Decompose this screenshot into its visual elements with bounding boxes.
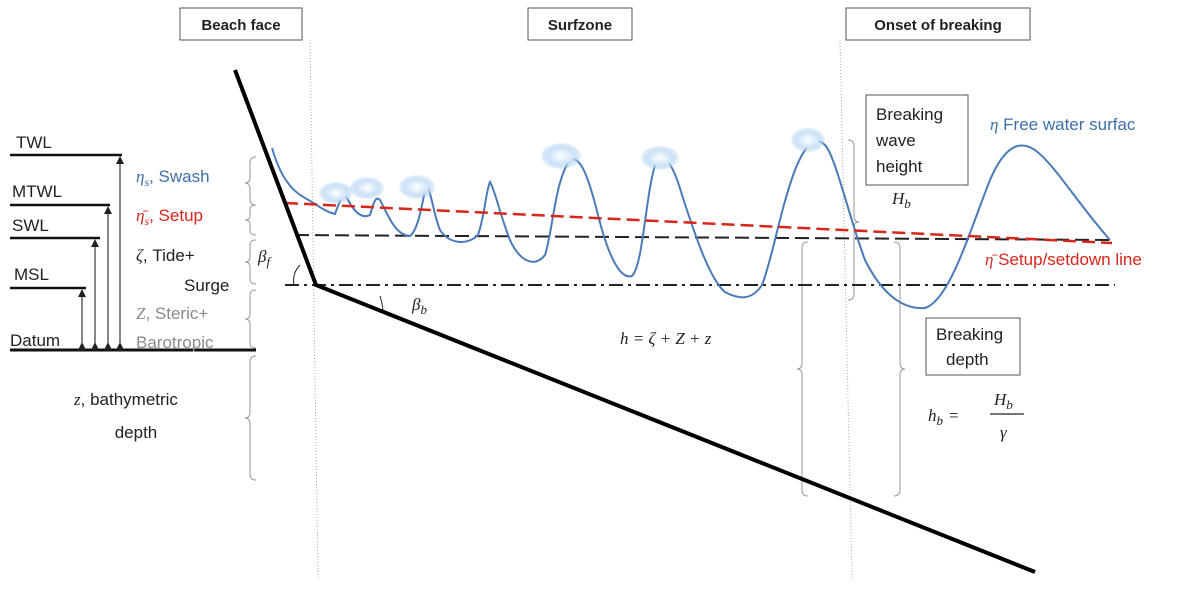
breaking-depth-equation: hb = [928, 406, 959, 428]
bathymetry-label: z, bathymetric [73, 390, 178, 409]
foam-blob [319, 182, 353, 204]
subscript: b [420, 302, 427, 317]
diagram: Beach face Surfzone Onset of breaking TW… [0, 0, 1197, 590]
equals: = [949, 406, 959, 425]
symbol: h [928, 406, 937, 425]
text: , Swash [149, 167, 209, 186]
text: , Steric+ [145, 304, 208, 323]
level-label: TWL [16, 133, 52, 152]
foam-blob [791, 128, 825, 152]
beach-face-divider [310, 40, 318, 578]
brace [245, 157, 256, 205]
brace [245, 290, 256, 348]
zone-label: Beach face [201, 17, 280, 34]
subscript: b [1006, 397, 1013, 412]
water-surface [272, 141, 1110, 308]
setup-line-label: η̄ Setup/setdown line [985, 250, 1142, 269]
symbol: η [990, 115, 998, 134]
subscript: b [937, 413, 944, 428]
text: , Tide+ [143, 246, 195, 265]
level-label: SWL [12, 216, 49, 235]
text: , bathymetric [81, 390, 179, 409]
foam-blob [399, 175, 435, 199]
text: , Setup [149, 206, 203, 225]
free-surface-label: η Free water surfac [990, 115, 1136, 134]
tide-label-line2: Surge [184, 276, 229, 295]
level-label: MTWL [12, 182, 62, 201]
breaking-height-label: wave [875, 131, 916, 150]
breaking-height-label: Breaking [876, 105, 943, 124]
foam-blob [541, 143, 581, 169]
breaking-depth-label: Breaking [936, 325, 1003, 344]
steric-label-line2: Barotropic [136, 333, 214, 352]
subscript: b [904, 196, 911, 211]
swash-label: ηs, Swash [136, 167, 210, 189]
brace [797, 242, 808, 496]
zone-label: Onset of breaking [874, 17, 1002, 34]
setup-label: η̄s, Setup [136, 206, 203, 228]
brace [894, 242, 905, 496]
bed-slope: βb [411, 295, 427, 317]
fraction-denominator: γ [1000, 423, 1008, 442]
beach-face-slope: βf [257, 247, 272, 269]
breaking-height-symbol: Hb [891, 189, 911, 211]
angle-arc [380, 296, 383, 310]
zone-label: Surfzone [548, 17, 612, 34]
tide-label: ζ, Tide+ [136, 246, 195, 265]
subscript: f [266, 254, 272, 269]
brace [848, 140, 859, 300]
level-label: MSL [14, 265, 49, 284]
brace [245, 205, 256, 235]
text: Free water surfac [998, 115, 1135, 134]
angle-arc [294, 265, 300, 285]
breaking-height-label: height [876, 157, 923, 176]
foam-blob [641, 146, 679, 170]
depth-equation: h = ζ + Z + z [620, 329, 712, 348]
foam-blob [350, 177, 384, 199]
steric-label: Z, Steric+ [136, 304, 208, 323]
breaking-depth-label: depth [946, 350, 989, 369]
foam [319, 128, 825, 204]
symbol: η [136, 167, 144, 186]
brace [245, 240, 256, 284]
bathymetry-label-line2: depth [115, 423, 158, 442]
text: Setup/setdown line [993, 250, 1141, 269]
level-label: Datum [10, 331, 60, 350]
fraction-numerator: Hb [993, 390, 1013, 412]
brace [245, 356, 256, 480]
